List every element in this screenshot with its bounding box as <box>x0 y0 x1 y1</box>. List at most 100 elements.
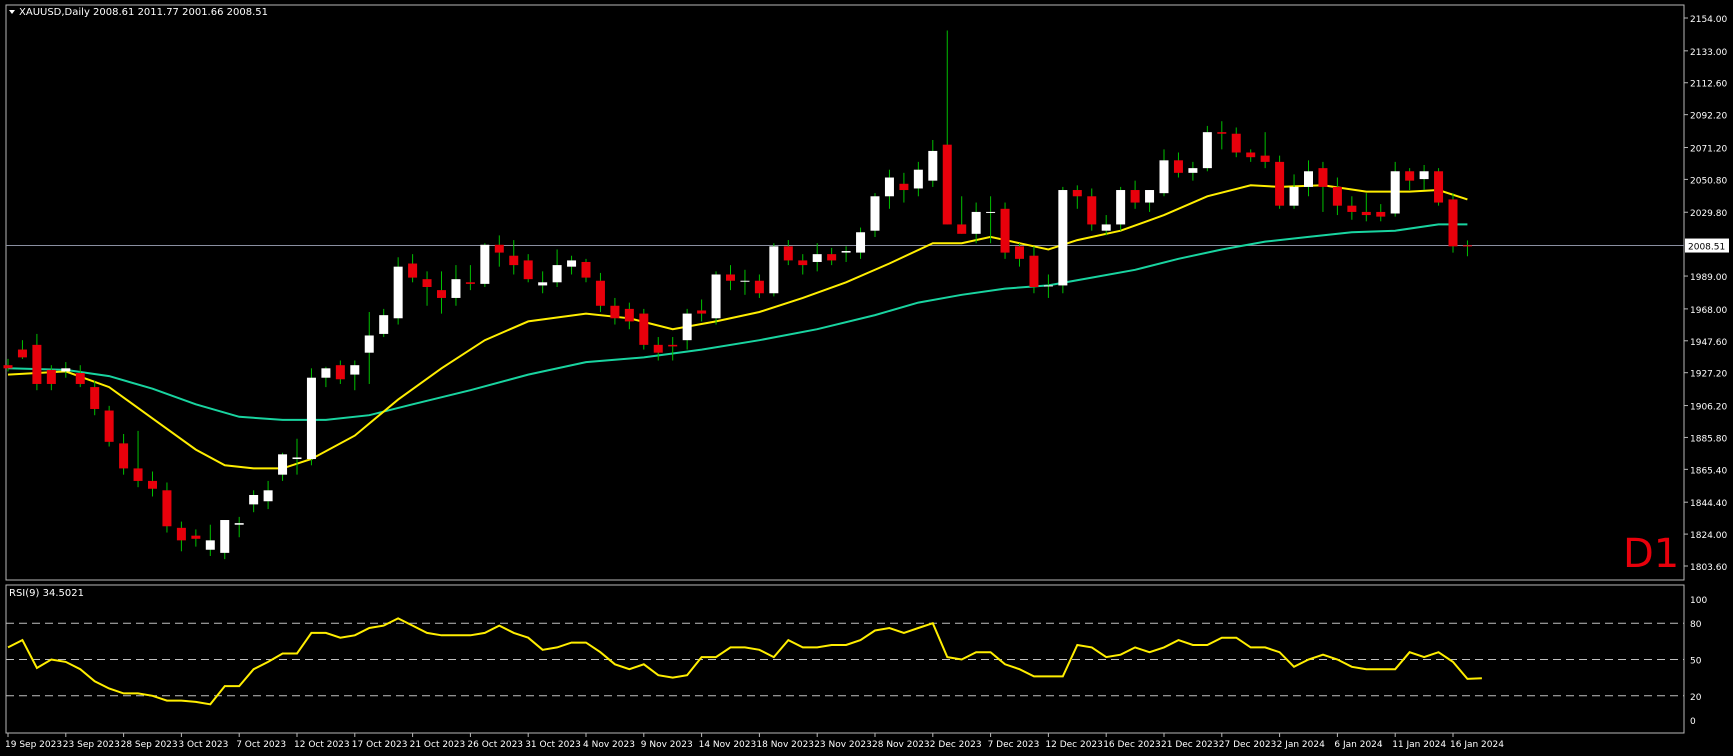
price-tick-label: 1824.00 <box>1690 531 1727 541</box>
candle <box>451 265 461 306</box>
candle-body-bull <box>1043 285 1053 287</box>
candle <box>1318 161 1328 212</box>
candle-body-bear <box>1217 132 1227 134</box>
candle <box>567 255 577 275</box>
candle <box>1130 180 1140 209</box>
candle-body-bull <box>567 260 577 267</box>
candle <box>350 360 360 391</box>
candle-body-bear <box>754 280 764 294</box>
candle-body-bear <box>639 313 649 345</box>
candle-body-bear <box>176 527 186 541</box>
candle <box>624 302 634 330</box>
candle <box>1188 161 1198 181</box>
current-price-label: 2008.51 <box>1688 243 1725 253</box>
candle <box>1217 121 1227 150</box>
candle <box>827 247 837 266</box>
candle-body-bear <box>1347 205 1357 212</box>
candle <box>90 380 100 416</box>
candle <box>1347 196 1357 220</box>
candle-body-bear <box>191 535 201 539</box>
candle-body-bull <box>841 251 851 253</box>
candle <box>306 368 316 466</box>
candle-body-bull <box>682 313 692 341</box>
time-tick-label: 6 Jan 2024 <box>1334 740 1382 750</box>
candle-body-bull <box>278 454 288 475</box>
candle <box>494 235 504 267</box>
candle <box>205 524 215 556</box>
candle <box>913 161 923 197</box>
candle <box>249 490 259 513</box>
candle <box>538 271 548 294</box>
candle <box>653 337 663 361</box>
candle <box>1101 215 1111 236</box>
candle-body-bear <box>1275 161 1285 206</box>
candle <box>393 257 403 325</box>
candle <box>1029 246 1039 294</box>
candle-body-bear <box>104 410 114 442</box>
candle <box>1159 149 1169 197</box>
candle <box>1376 204 1386 222</box>
time-tick-label: 21 Dec 2023 <box>1161 740 1219 750</box>
candle <box>1405 168 1415 191</box>
time-tick-label: 17 Oct 2023 <box>352 740 408 750</box>
time-tick-label: 16 Jan 2024 <box>1450 740 1504 750</box>
price-axis[interactable]: 2154.00 2133.00 2112.60 2092.20 2071.20 2050.… <box>1684 15 1729 573</box>
candle-body-bull <box>913 169 923 189</box>
candle-body-bear <box>1231 133 1241 153</box>
candle <box>1173 152 1183 178</box>
candle-body-bull <box>986 211 996 213</box>
candle-body-bear <box>32 344 42 384</box>
rsi-tick-label: 100 <box>1690 596 1707 606</box>
candle <box>1419 165 1429 191</box>
candle-body-bear <box>523 260 533 280</box>
price-tick-label: 1906.20 <box>1690 403 1727 413</box>
candle-body-bull <box>220 520 230 553</box>
candle <box>1015 243 1024 267</box>
candle-body-bear <box>1434 171 1444 203</box>
candle <box>639 308 649 350</box>
time-tick-label: 3 Oct 2023 <box>178 740 228 750</box>
candle-body-bear <box>1405 171 1415 181</box>
price-tick-label: 1968.00 <box>1690 306 1727 316</box>
candle <box>191 529 201 547</box>
candle-body-bear <box>595 280 605 306</box>
candle-body-bull <box>711 274 721 319</box>
candle <box>1260 132 1270 169</box>
candle-body-bull <box>552 265 562 283</box>
candle-body-bear <box>1361 211 1371 216</box>
timeframe-label: D1 <box>1623 531 1679 577</box>
candle <box>465 265 475 291</box>
candle-body-bull <box>1202 132 1212 169</box>
price-panel-frame <box>5 4 1685 581</box>
candle <box>335 360 345 384</box>
time-axis[interactable]: 19 Sep 2023 23 Sep 2023 28 Sep 2023 3 Oct 2… <box>5 733 1504 750</box>
candle-body-bear <box>17 349 27 358</box>
candle-body-bear <box>1072 190 1082 197</box>
chart-menu-triangle-icon[interactable] <box>9 10 15 14</box>
candle-body-bear <box>1332 186 1342 206</box>
candle-body-bear <box>90 387 100 409</box>
rsi-tick-label: 20 <box>1690 693 1702 703</box>
candle <box>986 196 996 244</box>
candle-body-bull <box>234 523 244 525</box>
candle-body-bear <box>1376 211 1386 217</box>
price-tick-label: 2154.00 <box>1690 15 1727 25</box>
candle-body-bull <box>884 177 894 197</box>
candle <box>1462 240 1472 257</box>
candle-body-bear <box>668 344 678 347</box>
candle-body-bull <box>1390 171 1400 214</box>
candle-body-bear <box>1000 208 1010 253</box>
price-tick-label: 2071.20 <box>1690 144 1727 154</box>
candle <box>1332 177 1342 216</box>
candle-body-bull <box>1188 168 1198 173</box>
candle-body-bull <box>379 315 389 334</box>
candle <box>234 516 244 538</box>
candle-body-bull <box>321 368 331 378</box>
candle-body-bear <box>133 468 143 481</box>
rsi-tick-label: 0 <box>1690 717 1696 727</box>
candle <box>292 438 302 475</box>
candle <box>971 202 981 244</box>
candle <box>3 358 13 372</box>
candle-body-bear <box>509 255 519 266</box>
